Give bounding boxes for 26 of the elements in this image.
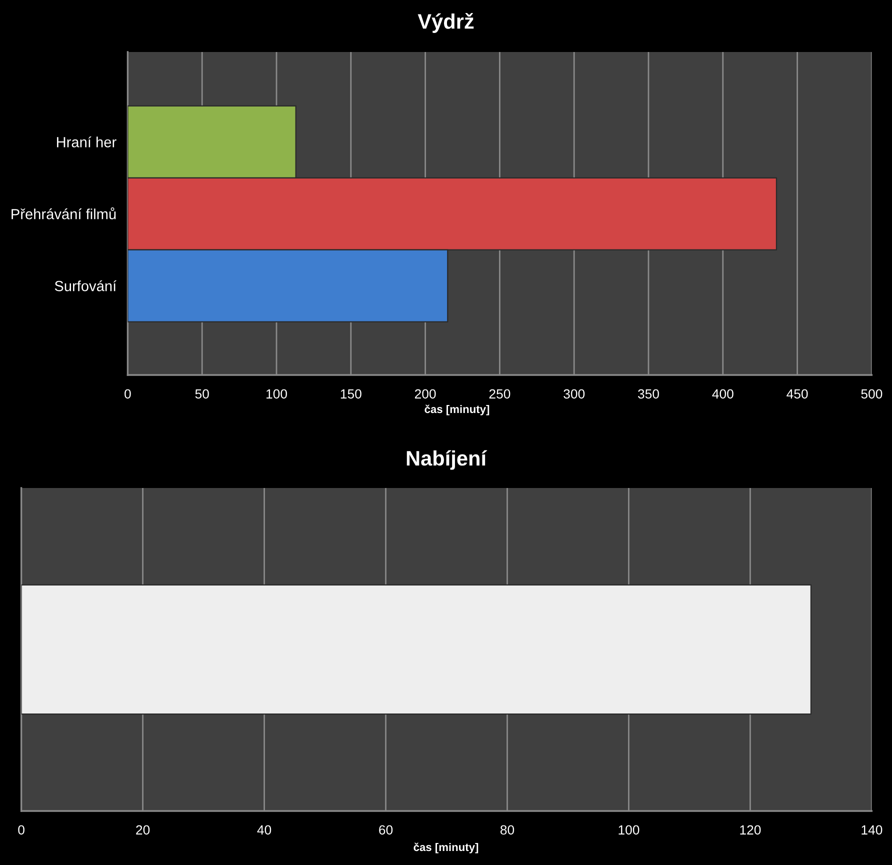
x-tick-label: 150 <box>340 389 362 399</box>
x-tick-label: 0 <box>124 389 131 399</box>
x-tick-label: 450 <box>786 389 808 399</box>
y-tick-label: Hraní her <box>57 136 116 148</box>
x-tick-label: 400 <box>712 389 734 399</box>
x-tick-label: 250 <box>489 389 510 399</box>
x-tick-label: 60 <box>379 825 393 835</box>
x-tick-label: 20 <box>136 825 150 835</box>
x-axis-title: čas [minuty] <box>414 842 478 854</box>
x-tick-label: 500 <box>861 389 882 399</box>
x-tick-label: 350 <box>638 389 659 399</box>
chart-title: Nabíjení <box>406 450 488 470</box>
y-tick-label: Surfování <box>54 280 117 292</box>
x-tick-label: 100 <box>618 825 640 835</box>
x-tick-label: 80 <box>500 825 514 835</box>
x-tick-label: 200 <box>414 389 436 399</box>
x-tick-label: 140 <box>862 825 882 835</box>
x-tick-label: 50 <box>195 389 209 399</box>
x-tick-label: 120 <box>740 825 761 835</box>
y-tick-label: Přehrávání filmů <box>12 207 116 220</box>
chart-title: Výdrž <box>418 13 474 33</box>
x-tick-label: 100 <box>266 389 287 399</box>
x-tick-label: 40 <box>257 825 272 835</box>
x-tick-label: 300 <box>564 389 585 399</box>
x-axis-title: čas [minuty] <box>424 404 490 416</box>
x-tick-label: 0 <box>18 825 24 835</box>
